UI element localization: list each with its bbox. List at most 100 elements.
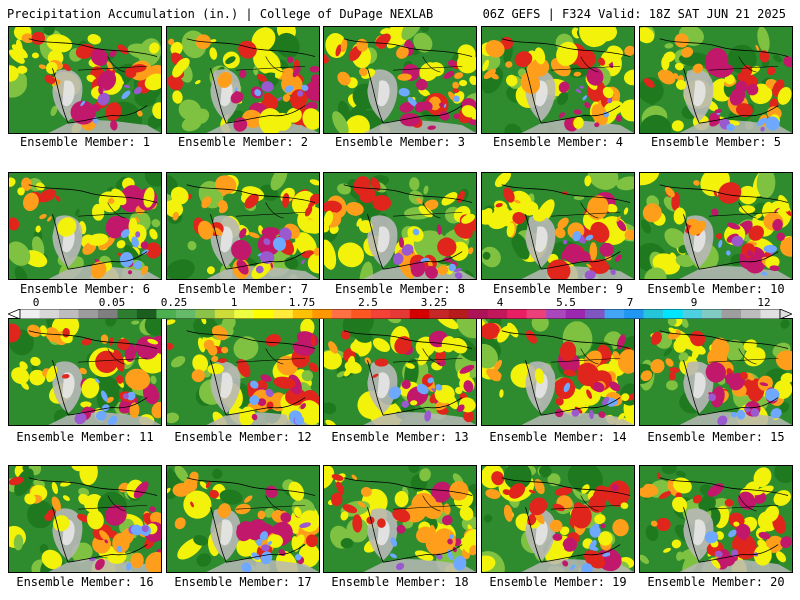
ensemble-map-panel bbox=[166, 465, 320, 573]
ensemble-map-panel bbox=[323, 26, 477, 134]
ensemble-map-panel bbox=[639, 465, 793, 573]
ensemble-map-panel bbox=[8, 172, 162, 280]
precip-map bbox=[9, 27, 161, 133]
colorbar-segment bbox=[20, 309, 40, 319]
header: Precipitation Accumulation (in.) | Colle… bbox=[0, 0, 800, 24]
ensemble-member-label: Ensemble Member: 3 bbox=[334, 135, 466, 149]
colorbar-segment bbox=[643, 309, 664, 319]
ensemble-map-panel bbox=[481, 26, 635, 134]
ensemble-member-label: Ensemble Member: 19 bbox=[489, 575, 627, 589]
ensemble-member-label: Ensemble Member: 2 bbox=[177, 135, 309, 149]
ensemble-member-label: Ensemble Member: 18 bbox=[331, 575, 469, 589]
colorbar-segment bbox=[760, 309, 781, 319]
colorbar-tick-label: 9 bbox=[690, 296, 698, 309]
ensemble-map-panel bbox=[323, 318, 477, 426]
colorbar-segment bbox=[273, 309, 294, 319]
colorbar-tick-label: 7 bbox=[626, 296, 634, 309]
ensemble-map-panel bbox=[481, 318, 635, 426]
ensemble-map-panel bbox=[166, 318, 320, 426]
product-title: Precipitation Accumulation (in.) | Colle… bbox=[7, 7, 434, 21]
precip-map bbox=[9, 466, 161, 572]
ensemble-member-label: Ensemble Member: 9 bbox=[492, 282, 624, 296]
ensemble-map-panel bbox=[639, 26, 793, 134]
ensemble-member-label: Ensemble Member: 5 bbox=[650, 135, 782, 149]
colorbar-segment bbox=[585, 309, 605, 319]
colorbar-tick-label: 0.25 bbox=[160, 296, 188, 309]
colorbar-ticks: 0 0.05 0.25 1 1.75 2.5 3.25 4 5.5 7 9 12 bbox=[8, 296, 792, 309]
ensemble-member-label: Ensemble Member: 7 bbox=[177, 282, 309, 296]
precip-map bbox=[482, 173, 634, 279]
colorbar-segment bbox=[682, 309, 703, 319]
precip-map bbox=[324, 466, 476, 572]
colorbar-segment bbox=[663, 309, 683, 319]
colorbar-segment bbox=[468, 309, 488, 319]
colorbar-tick-label: 2.5 bbox=[358, 296, 378, 309]
colorbar-tick-label: 12 bbox=[757, 296, 771, 309]
precip-map bbox=[167, 27, 319, 133]
precip-map bbox=[9, 319, 161, 425]
ensemble-member-label: Ensemble Member: 17 bbox=[174, 575, 312, 589]
colorbar-segment bbox=[741, 309, 761, 319]
ensemble-member-label: Ensemble Member: 1 bbox=[19, 135, 151, 149]
precip-map bbox=[9, 173, 161, 279]
precip-map bbox=[482, 27, 634, 133]
ensemble-map-panel bbox=[8, 318, 162, 426]
ensemble-map-panel bbox=[323, 465, 477, 573]
colorbar-tick-label: 3.25 bbox=[420, 296, 448, 309]
colorbar-tick-label: 1.75 bbox=[288, 296, 316, 309]
colorbar-segment bbox=[312, 309, 333, 319]
ensemble-map-panel bbox=[481, 172, 635, 280]
colorbar-segment bbox=[546, 309, 566, 319]
colorbar-segment bbox=[156, 309, 177, 319]
valid-time: 06Z GEFS | F324 Valid: 18Z SAT JUN 21 20… bbox=[482, 7, 786, 21]
colorbar-segment bbox=[624, 309, 644, 319]
precip-map bbox=[640, 319, 792, 425]
ensemble-map-panel bbox=[8, 465, 162, 573]
colorbar-segment bbox=[507, 309, 527, 319]
ensemble-member-label: Ensemble Member: 4 bbox=[492, 135, 624, 149]
colorbar-segment bbox=[429, 309, 450, 319]
ensemble-member-label: Ensemble Member: 14 bbox=[489, 430, 627, 444]
colorbar-segment bbox=[370, 309, 391, 319]
precip-map bbox=[482, 466, 634, 572]
ensemble-member-label: Ensemble Member: 10 bbox=[647, 282, 785, 296]
colorbar-segment bbox=[39, 309, 60, 319]
precip-map bbox=[167, 466, 319, 572]
ensemble-member-label: Ensemble Member: 12 bbox=[174, 430, 312, 444]
colorbar-segment bbox=[390, 309, 411, 319]
colorbar-segment bbox=[234, 309, 255, 319]
colorbar-segment bbox=[253, 309, 274, 319]
colorbar-segment bbox=[565, 309, 586, 319]
ensemble-map-panel bbox=[639, 318, 793, 426]
precip-map bbox=[167, 173, 319, 279]
colorbar-tick-label: 4 bbox=[496, 296, 504, 309]
ensemble-map-panel bbox=[639, 172, 793, 280]
colorbar-segment bbox=[214, 309, 235, 319]
ensemble-map-panel bbox=[166, 26, 320, 134]
colorbar-tick-label: 5.5 bbox=[556, 296, 576, 309]
colorbar-segment bbox=[97, 309, 118, 319]
ensemble-map-panel bbox=[166, 172, 320, 280]
precip-map bbox=[482, 319, 634, 425]
colorbar-segment bbox=[351, 309, 372, 319]
colorbar-segment bbox=[58, 309, 79, 319]
precip-map bbox=[324, 173, 476, 279]
colorbar-min-arrow bbox=[8, 309, 21, 319]
colorbar-segment bbox=[604, 309, 625, 319]
colorbar-bar bbox=[8, 309, 792, 319]
ensemble-map-panel bbox=[481, 465, 635, 573]
colorbar-tick-label: 0 bbox=[32, 296, 40, 309]
colorbar-segment bbox=[136, 309, 157, 319]
ensemble-member-label: Ensemble Member: 13 bbox=[331, 430, 469, 444]
ensemble-member-label: Ensemble Member: 6 bbox=[19, 282, 151, 296]
colorbar-segment bbox=[117, 309, 138, 319]
ensemble-map-panel bbox=[8, 26, 162, 134]
colorbar-segment bbox=[331, 309, 352, 319]
ensemble-map-panel bbox=[323, 172, 477, 280]
precip-map bbox=[640, 466, 792, 572]
colorbar-tick-label: 1 bbox=[230, 296, 238, 309]
ensemble-member-label: Ensemble Member: 15 bbox=[647, 430, 785, 444]
colorbar-segment bbox=[721, 309, 742, 319]
colorbar-segment bbox=[448, 309, 469, 319]
ensemble-member-label: Ensemble Member: 8 bbox=[334, 282, 466, 296]
